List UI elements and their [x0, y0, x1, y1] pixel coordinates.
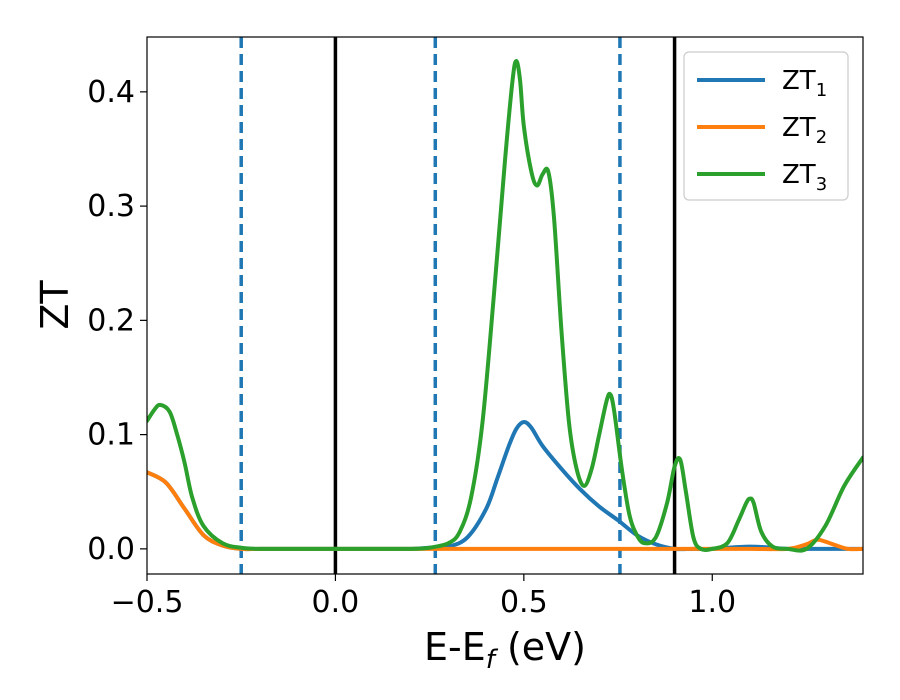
y-axis: 0.0 0.1 0.2 0.3 0.4 [87, 75, 147, 567]
y-tick-label: 0.1 [87, 418, 135, 453]
x-tick-label: 0.5 [500, 585, 548, 620]
series-line-zt1 [147, 420, 863, 552]
legend-label-zt2: ZT2 [782, 113, 827, 148]
legend: ZT1 ZT2 ZT3 [683, 51, 849, 201]
x-axis: −0.5 0.0 0.5 1.0 [111, 574, 736, 620]
x-axis-label: E-Ef (eV) [424, 625, 586, 675]
series-line-zt3 [147, 58, 863, 553]
plot-frame [146, 36, 864, 575]
y-tick-label: 0.0 [87, 532, 135, 567]
legend-label-zt3: ZT3 [782, 160, 827, 195]
x-tick-label: 1.0 [688, 585, 736, 620]
y-tick-label: 0.3 [87, 189, 135, 224]
vertical-reference-lines [239, 37, 677, 574]
legend-box [683, 51, 849, 201]
y-tick-label: 0.4 [87, 75, 135, 110]
legend-label-zt1: ZT1 [782, 66, 827, 101]
y-tick-label: 0.2 [87, 303, 135, 338]
y-axis-label: ZT [33, 280, 77, 330]
x-tick-label: −0.5 [111, 585, 184, 620]
x-tick-label: 0.0 [312, 585, 360, 620]
series-layer [147, 58, 863, 553]
